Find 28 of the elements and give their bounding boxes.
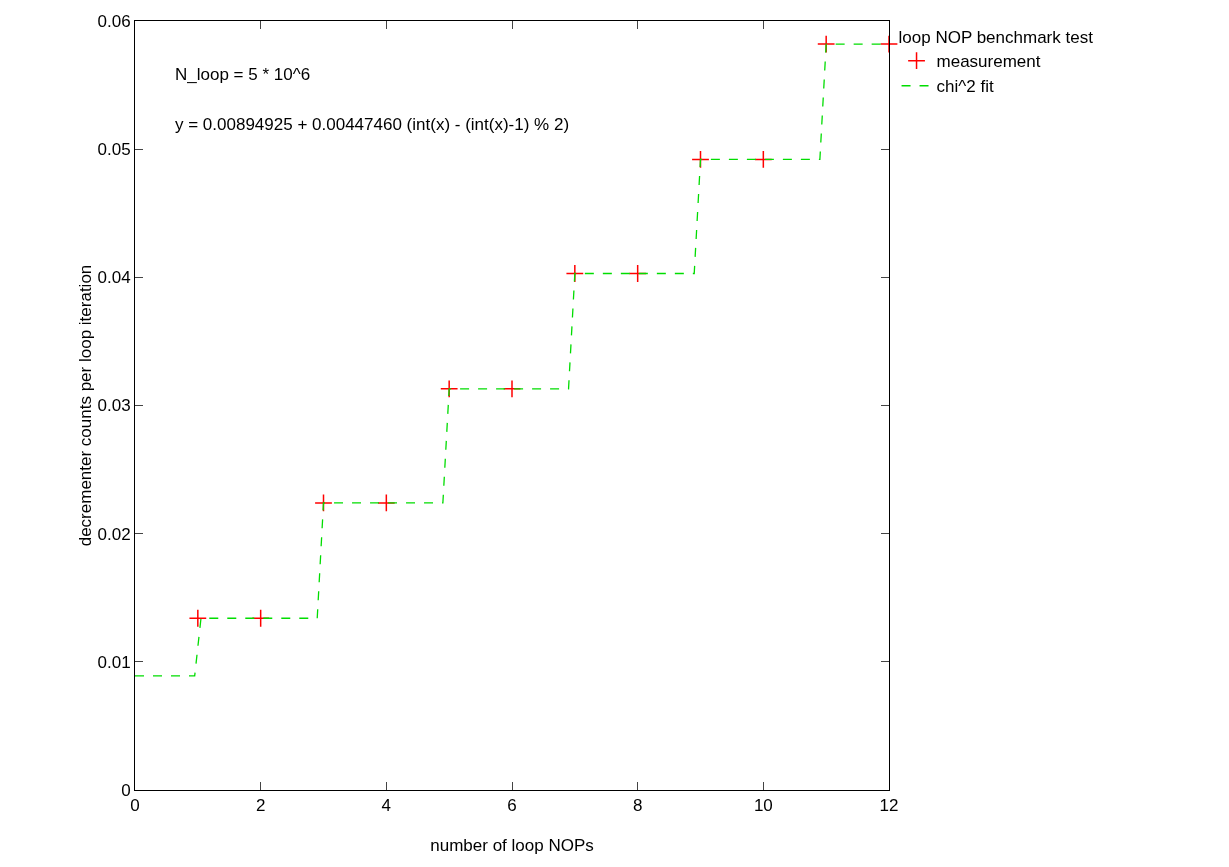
legend-label: chi^2 fit	[936, 77, 994, 97]
point	[565, 264, 584, 283]
point	[314, 493, 333, 513]
x-tick-label: 12	[879, 796, 899, 816]
x-tick-label: 6	[507, 796, 517, 816]
point	[502, 379, 522, 398]
y-tick-label: 0.04	[97, 268, 131, 288]
legend-label: measurement	[936, 52, 1041, 72]
y-tick-label: 0.05	[97, 140, 131, 160]
y-tick-label: 0.03	[97, 396, 131, 416]
legend-title: loop NOP benchmark test	[898, 28, 1094, 48]
annotation: N_loop = 5 * 10^6	[175, 65, 311, 84]
x-axis-title: number of loop NOPs	[430, 836, 594, 855]
y-axis-title: decrementer counts per loop iteration	[76, 264, 95, 547]
annotation: y = 0.00894925 + 0.00447460 (int(x) - (int(x)-1) % 2)	[175, 115, 570, 134]
y-tick-label: 0.06	[97, 11, 131, 31]
point	[817, 34, 836, 54]
y-tick-label: 0	[121, 780, 131, 800]
point	[691, 150, 710, 169]
point	[188, 609, 207, 628]
x-tick-label: 10	[753, 796, 773, 816]
y-tick-label: 0.01	[97, 652, 131, 672]
x-tick-label: 2	[255, 796, 266, 816]
x-tick-label: 4	[381, 796, 392, 816]
y-tick-label: 0.02	[97, 524, 131, 544]
x-tick-label: 8	[632, 796, 643, 816]
point	[879, 34, 899, 54]
point	[440, 379, 459, 398]
